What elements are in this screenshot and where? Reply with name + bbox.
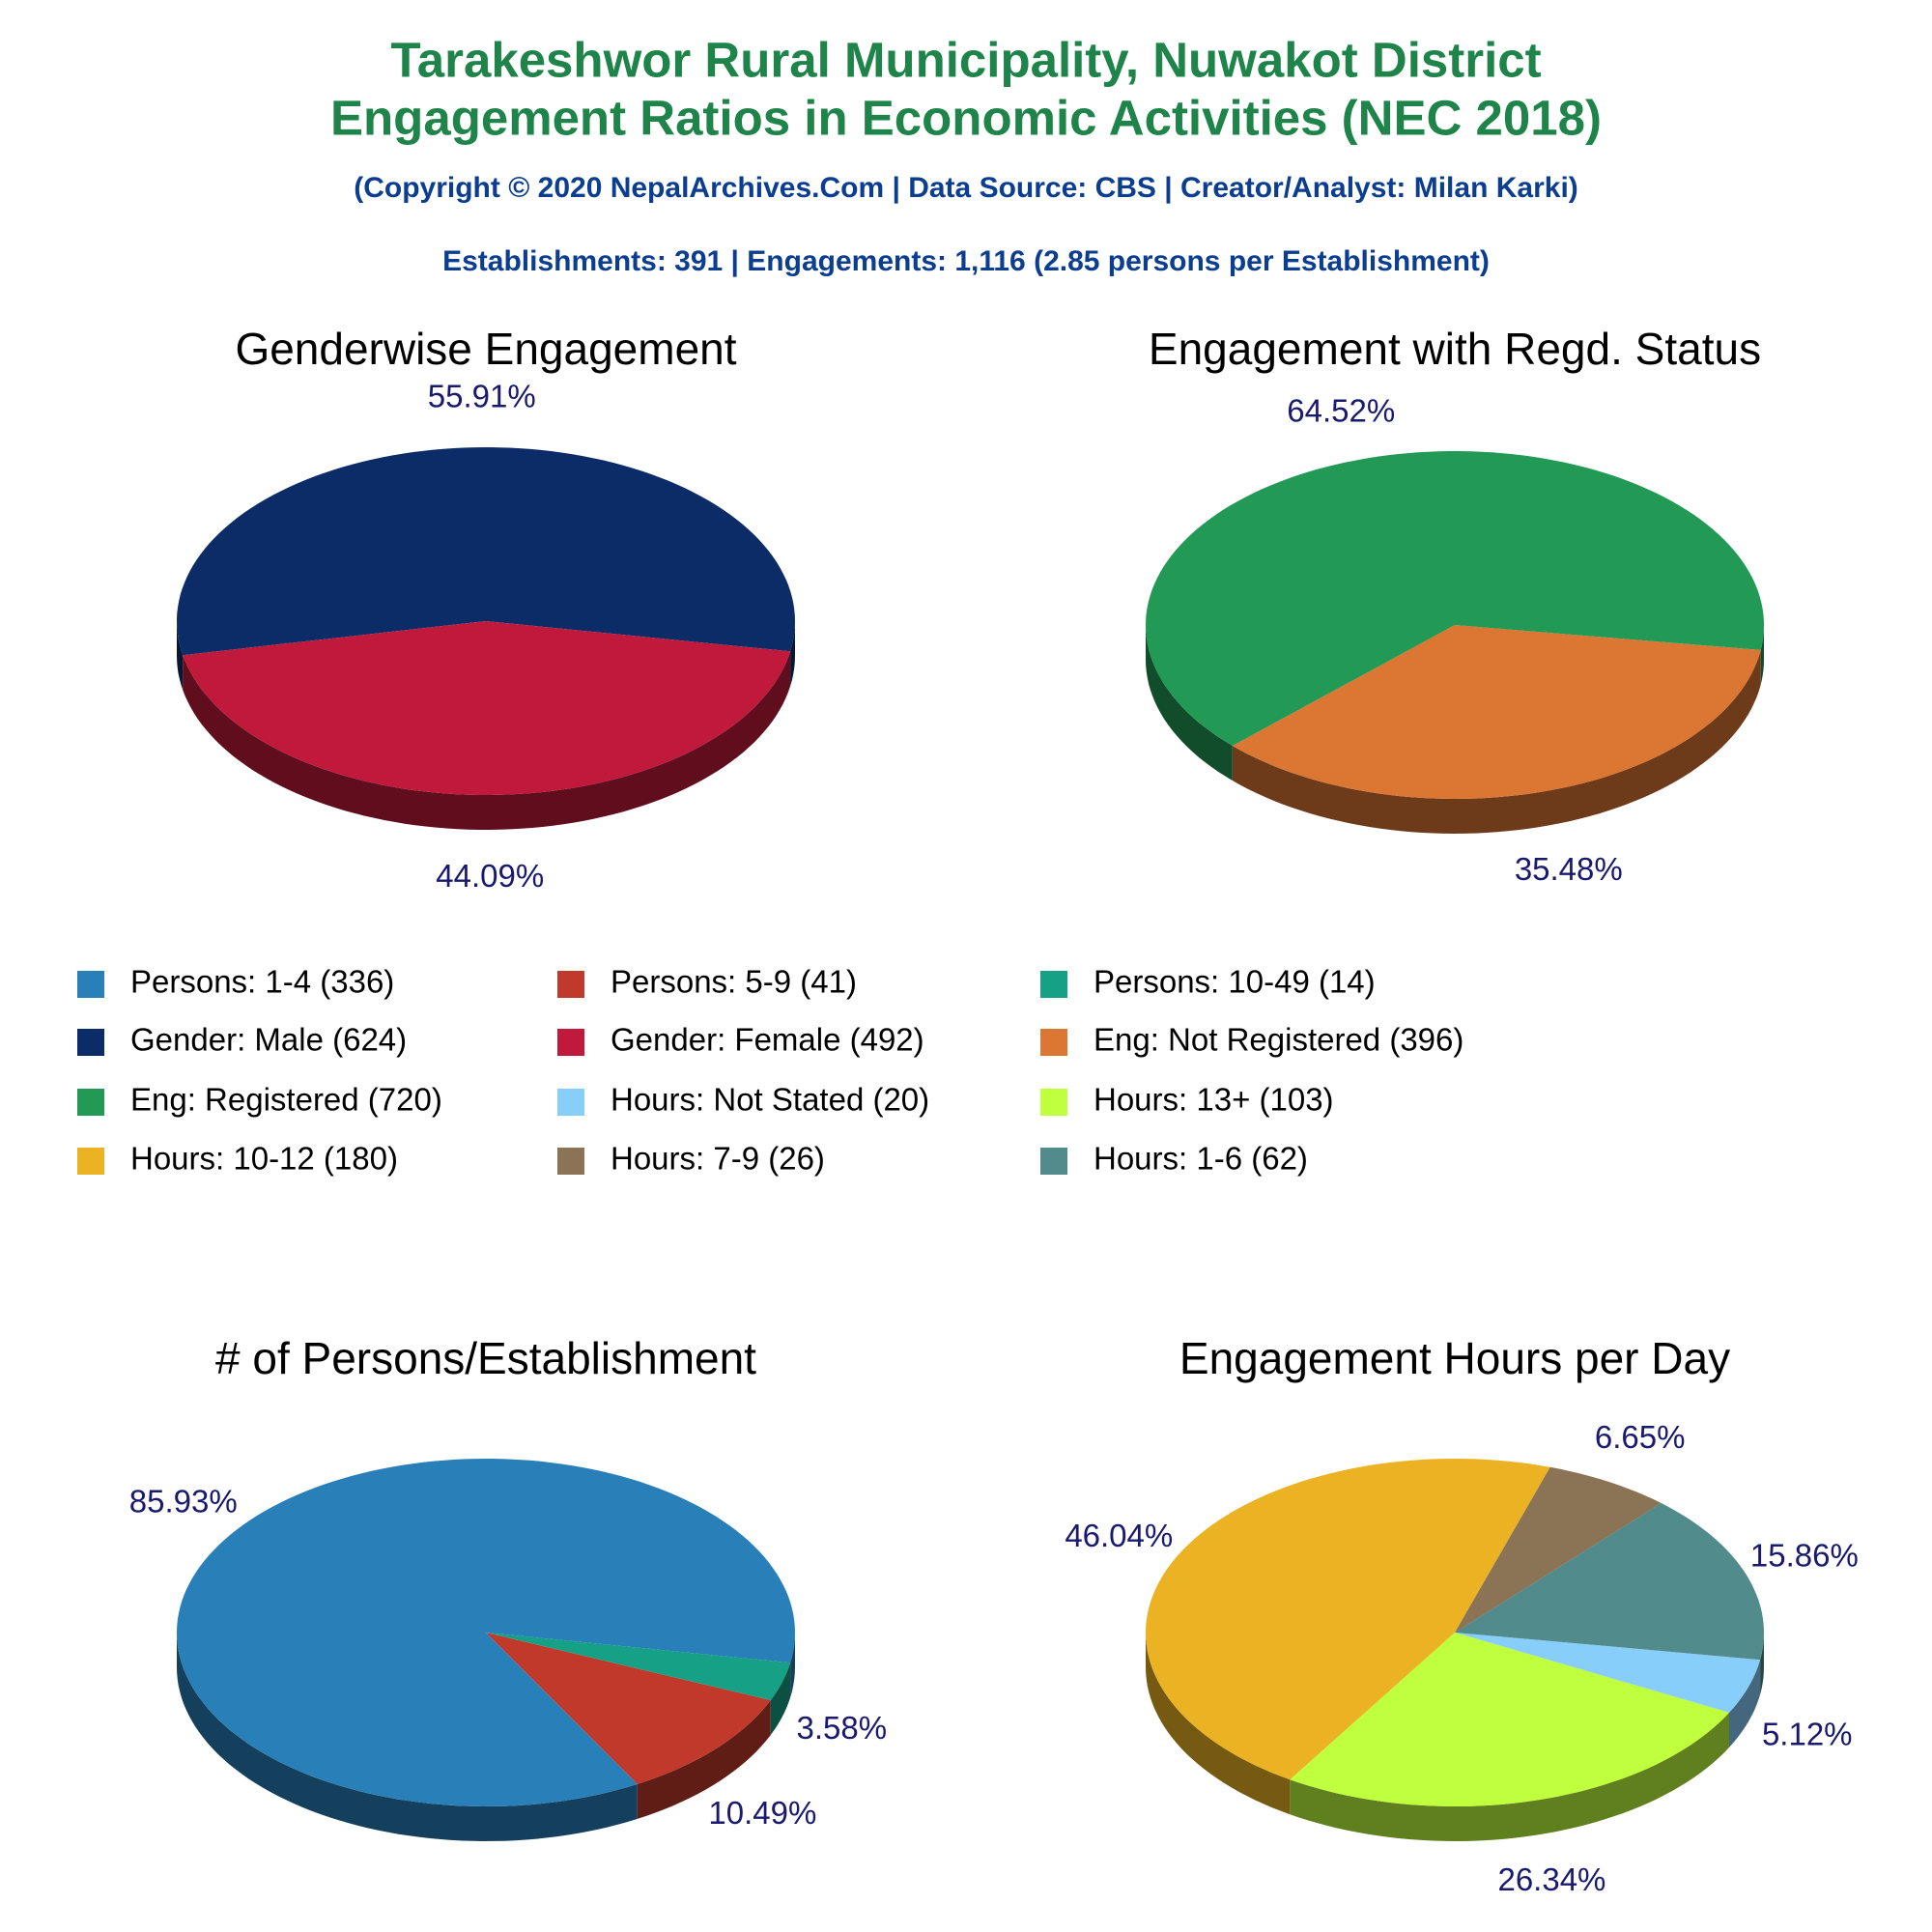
value-label: 15.86%	[1750, 1538, 1859, 1574]
pie-side	[1760, 625, 1764, 685]
legend-label: Hours: 7-9 (26)	[611, 1141, 825, 1177]
legend-label: Gender: Female (492)	[611, 1022, 924, 1058]
legend-label: Eng: Not Registered (396)	[1094, 1022, 1463, 1058]
pie-slice	[1290, 1633, 1729, 1806]
pie-side	[1760, 1633, 1764, 1695]
pie-side	[183, 651, 791, 830]
pie-title: Engagement with Regd. Status	[1149, 324, 1761, 374]
legend-label: Eng: Registered (720)	[130, 1082, 442, 1118]
pie-slice	[486, 1633, 791, 1700]
legend-swatch	[77, 1148, 104, 1175]
pie-side	[790, 621, 795, 687]
pie-title: # of Persons/Establishment	[215, 1333, 756, 1383]
value-label: 44.09%	[436, 858, 544, 894]
legend-label: Persons: 10-49 (14)	[1094, 964, 1376, 1000]
summary: Establishments: 391 | Engagements: 1,116…	[442, 245, 1490, 277]
legend-label: Persons: 1-4 (336)	[130, 964, 394, 1000]
legend-swatch	[557, 1029, 584, 1056]
legend-label: Persons: 5-9 (41)	[611, 964, 857, 1000]
pie-slice	[1146, 451, 1764, 746]
pie-slice	[1455, 1633, 1761, 1713]
pie-side	[1290, 1712, 1729, 1841]
legend-label: Hours: 10-12 (180)	[130, 1141, 398, 1177]
pie-slice	[1455, 1466, 1662, 1633]
pie-slice	[177, 447, 795, 656]
title: Engagement Ratios in Economic Activities…	[330, 90, 1602, 145]
pie-side	[1729, 1660, 1761, 1747]
legend-label: Hours: 13+ (103)	[1094, 1082, 1334, 1118]
pie-title: Engagement Hours per Day	[1179, 1333, 1730, 1383]
value-label: 10.49%	[708, 1795, 816, 1831]
legend-swatch	[557, 971, 584, 998]
legend-swatch	[1040, 1029, 1067, 1056]
pie-side	[637, 1700, 771, 1819]
legend-label: Hours: 1-6 (62)	[1094, 1141, 1308, 1177]
legend-swatch	[1040, 971, 1067, 998]
pie-side	[790, 1633, 795, 1698]
value-label: 6.65%	[1595, 1419, 1686, 1455]
pie-slice	[183, 621, 791, 795]
copyright: (Copyright © 2020 NepalArchives.Com | Da…	[354, 172, 1578, 204]
pie-title: Genderwise Engagement	[235, 324, 736, 374]
legend-swatch	[77, 971, 104, 998]
pie-side	[1232, 649, 1761, 834]
legend-swatch	[77, 1089, 104, 1116]
value-label: 3.58%	[797, 1710, 888, 1746]
value-label: 5.12%	[1762, 1717, 1853, 1752]
legend-swatch	[77, 1029, 104, 1056]
value-label: 46.04%	[1065, 1518, 1173, 1553]
value-label: 26.34%	[1497, 1861, 1605, 1897]
pie-side	[177, 1633, 638, 1841]
legend-swatch	[557, 1148, 584, 1175]
pie-side	[1146, 1633, 1291, 1815]
legend-swatch	[1040, 1089, 1067, 1116]
legend-swatch	[557, 1089, 584, 1116]
legend-label: Hours: Not Stated (20)	[611, 1082, 929, 1118]
pie-slice	[1146, 1459, 1550, 1780]
pie-slice	[1455, 1503, 1764, 1661]
pie-slice	[1232, 625, 1761, 799]
value-label: 55.91%	[428, 378, 536, 413]
legend-label: Gender: Male (624)	[130, 1022, 407, 1058]
pie-side	[770, 1662, 791, 1735]
value-label: 64.52%	[1287, 392, 1395, 428]
value-label: 85.93%	[129, 1483, 238, 1519]
legend-swatch	[1040, 1148, 1067, 1175]
pie-side	[177, 621, 184, 691]
title: Tarakeshwor Rural Municipality, Nuwakot …	[390, 32, 1541, 87]
pie-side	[1146, 625, 1233, 781]
pie-slice	[486, 1633, 771, 1784]
value-label: 35.48%	[1515, 851, 1623, 887]
